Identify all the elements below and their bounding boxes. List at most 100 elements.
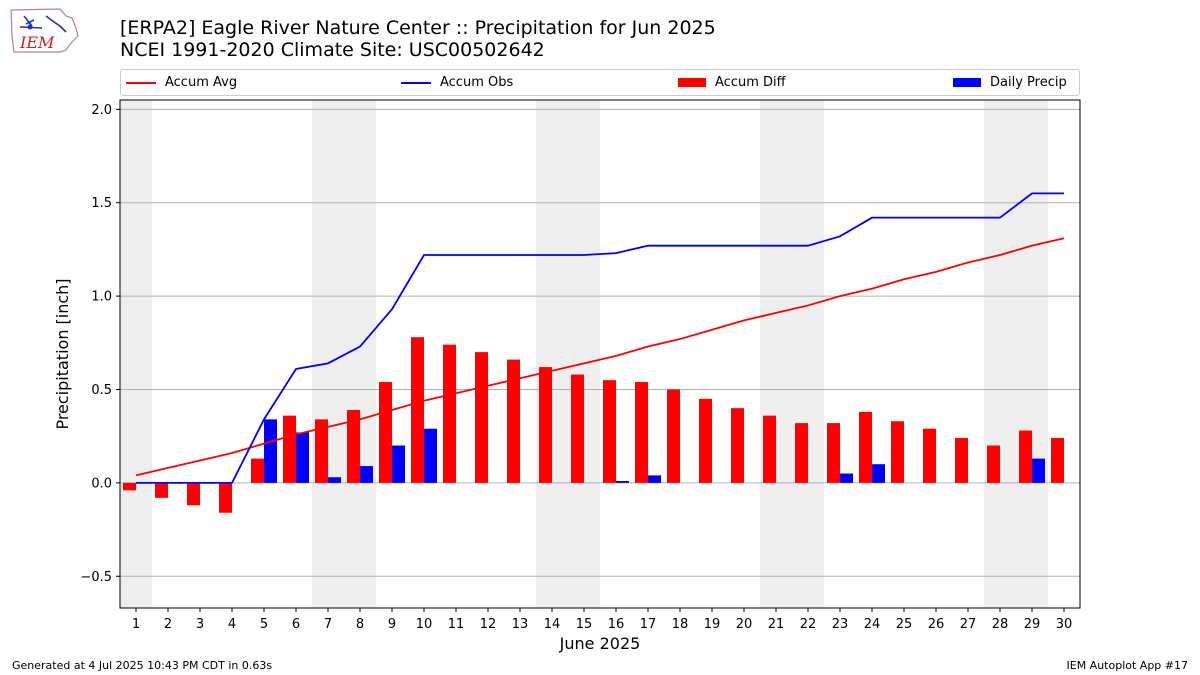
x-tick-label: 16 [608,617,625,632]
accum-diff-bar [987,445,1000,483]
weekend-band [568,100,600,608]
daily-precip-bar [264,419,277,483]
daily-precip-bar [1032,458,1045,483]
y-tick-label: 0.5 [91,383,112,398]
legend-label-accum-diff: Accum Diff [715,75,786,90]
accum-diff-bar [411,337,424,483]
weekend-band [536,100,568,608]
weekend-shading [120,100,1048,608]
x-tick-label: 10 [416,617,433,632]
accum-diff-bar [891,421,904,483]
legend-label-accum-avg: Accum Avg [165,75,238,90]
daily-precip-bar [360,466,373,483]
legend-label-accum-obs: Accum Obs [440,75,514,90]
x-tick-label: 17 [640,617,657,632]
logo-text: IEM [19,33,55,52]
accum-diff-bar [347,410,360,483]
accum-diff-bar [251,458,264,483]
accum-obs-line [136,192,1064,484]
y-axis-label: Precipitation [inch] [53,278,72,429]
weekend-band [344,100,376,608]
x-tick-label: 21 [768,617,785,632]
x-tick-label: 22 [800,617,817,632]
accum-diff-bar [827,423,840,483]
x-tick-label: 25 [896,617,913,632]
x-tick-label: 15 [576,617,593,632]
legend-label-daily-precip: Daily Precip [990,75,1067,90]
y-tick-label: 0.0 [91,476,112,491]
weekend-band [792,100,824,608]
legend-item-daily-precip: Daily Precip [953,74,1067,91]
accum-diff-bar [1051,438,1064,483]
accum-diff-bar [155,482,168,498]
accum-diff-bar [187,482,200,506]
accum-diff-bar [475,352,488,483]
y-tick-label: −0.5 [80,570,112,585]
x-tick-label: 7 [324,617,332,632]
accum-diff-bar [763,415,776,483]
x-tick-label: 18 [672,617,689,632]
x-tick-label: 9 [388,617,396,632]
accum-diff-bar [123,482,136,491]
x-tick-label: 30 [1056,617,1073,632]
accum-diff-bar [571,374,584,483]
x-tick-label: 2 [164,617,172,632]
x-tick-label: 29 [1024,617,1041,632]
chart-title-block: [ERPA2] Eagle River Nature Center :: Pre… [120,17,716,61]
x-tick-label: 14 [544,617,561,632]
x-tick-label: 28 [992,617,1009,632]
x-tick-label: 3 [196,617,204,632]
x-tick-label: 13 [512,617,529,632]
x-tick-label: 1 [132,617,140,632]
legend-item-accum-obs: Accum Obs [401,74,513,91]
accum-diff-bar [955,438,968,483]
x-tick-label: 12 [480,617,497,632]
accum-diff-bar [539,367,552,483]
generated-timestamp: Generated at 4 Jul 2025 10:43 PM CDT in … [12,659,273,672]
daily-precip-bar [296,432,309,483]
accum-diff-bar [699,398,712,483]
y-tick-label: 1.5 [91,196,112,211]
chart-title: [ERPA2] Eagle River Nature Center :: Pre… [120,17,716,39]
weekend-band [1016,100,1048,608]
daily-precip-bar [424,428,437,483]
legend-swatch-accum-diff [678,78,706,87]
legend-swatch-accum-obs [401,81,431,84]
legend-swatch-accum-avg [126,81,156,84]
iem-logo: IEM [8,6,80,58]
y-tick-label: 1.0 [91,290,112,305]
x-tick-label: 26 [928,617,945,632]
legend-swatch-daily-precip [953,78,981,87]
x-tick-label: 23 [832,617,849,632]
x-tick-label: 20 [736,617,753,632]
weekend-band [760,100,792,608]
x-tick-label: 5 [260,617,268,632]
y-tick-label: 2.0 [91,103,112,118]
chart-subtitle: NCEI 1991-2020 Climate Site: USC00502642 [120,39,545,61]
weekend-band [120,100,152,608]
daily-precip-bar [328,477,341,483]
x-tick-label: 8 [356,617,364,632]
accum-diff-bar [315,419,328,483]
x-tick-label: 4 [228,617,236,632]
legend-item-accum-avg: Accum Avg [126,74,237,91]
daily-precip-bar [840,473,853,483]
accum-diff-bar [635,382,648,483]
accum-diff-bar [283,415,296,483]
chart-legend: Accum Avg Accum Obs Accum Diff Daily Pre… [120,69,1080,96]
x-tick-label: 24 [864,617,881,632]
daily-precip-bar [392,445,405,483]
x-tick-label: 19 [704,617,721,632]
weekend-band [312,100,344,608]
weekend-band [984,100,1016,608]
accum-diff-bar [923,428,936,483]
accum-diff-bar [443,344,456,483]
accum-diff-bar [859,411,872,483]
x-tick-label: 11 [448,617,465,632]
x-tick-label: 27 [960,617,977,632]
accum-diff-bar [603,380,616,483]
accum-diff-bar [507,359,520,483]
x-axis-label: June 2025 [559,634,641,653]
accum-diff-bar [795,423,808,483]
